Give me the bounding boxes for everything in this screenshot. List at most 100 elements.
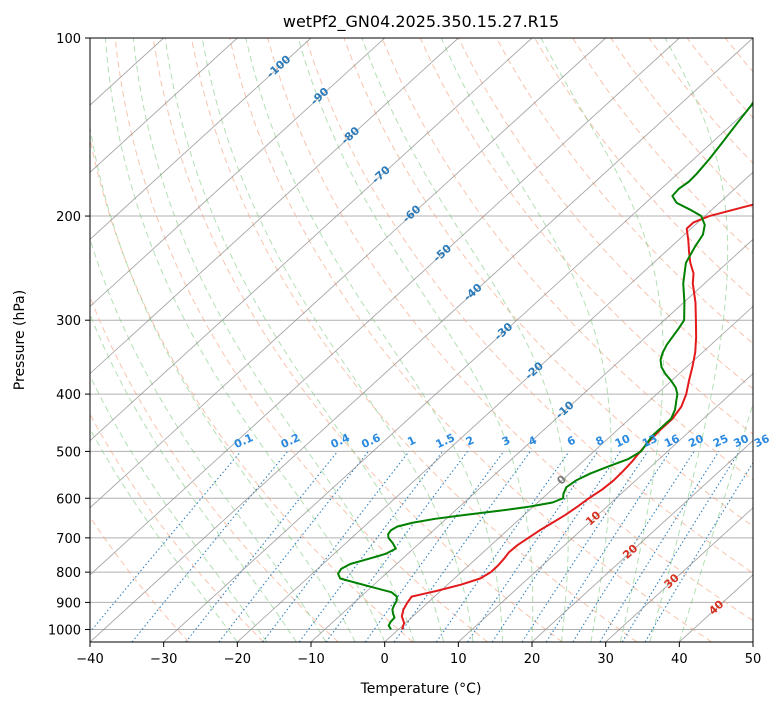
mixing-ratio-line (521, 451, 649, 642)
isotherm-line (163, 104, 753, 642)
mixing-ratio-label: 8 (594, 434, 606, 449)
isotherm-line (310, 238, 753, 642)
isotherm-line (90, 38, 312, 240)
moist-adiabat-line (440, 38, 612, 642)
mixing-ratio-line (435, 451, 570, 642)
axis-ticks: −40 −30 −20 −10 0 10 20 30 40 50 1000 900 800 700 600 5… (48, 32, 761, 667)
mixing-ratio-label: 3 (500, 434, 512, 449)
mixing-ratio-line (325, 451, 468, 642)
x-tick-label: 10 (450, 652, 467, 667)
dry-adiabat-line (229, 38, 713, 642)
y-tick-label: 500 (56, 445, 81, 460)
moist-adiabat-line (164, 38, 445, 642)
dry-adiabat-line (267, 38, 753, 622)
dry-adiabat-line (90, 295, 339, 642)
line-labels: 0.1 0.2 0.4 0.6 1 1.5 2 3 4 6 8 10 13 16 20 25 30 36-100-… (232, 52, 772, 617)
moist-adiabat-line (90, 313, 297, 642)
background-grid (90, 38, 775, 642)
dry-adiabat-line (190, 38, 638, 642)
dry-adiabat-line (90, 135, 414, 642)
mixing-ratio-line (90, 451, 242, 633)
mixing-ratio-label: 30 (731, 432, 751, 450)
x-tick-label: −20 (224, 652, 251, 667)
x-tick-label: 0 (381, 652, 389, 667)
isotherm-line (90, 38, 680, 576)
dewpoint-profile-line (337, 100, 753, 630)
moist-adiabat-line (245, 38, 504, 642)
y-tick-label: 800 (56, 566, 81, 581)
dry-adiabat-line (343, 38, 753, 527)
temperature-profile-line (400, 203, 753, 630)
y-axis-title: Pressure (hPa) (12, 290, 28, 390)
moist-adiabat-line (90, 124, 356, 642)
mixing-ratio-label: 2 (464, 434, 476, 449)
x-tick-label: 20 (524, 652, 541, 667)
mixing-ratio-label: 0.1 (232, 431, 255, 451)
dry-adiabat-line (457, 38, 753, 390)
mixing-ratio-label: 20 (686, 432, 706, 450)
mixing-ratio-label: 16 (662, 432, 682, 450)
isotherm-line (752, 641, 753, 642)
isotherm-label: -100 (264, 52, 293, 80)
isotherm-line (458, 372, 753, 642)
mixing-ratio-label: 0.4 (329, 431, 352, 451)
moist-adiabat-line (90, 237, 327, 642)
x-tick-label: 50 (745, 652, 762, 667)
moist-adiabat-line (104, 38, 386, 642)
moist-adiabat-line (201, 38, 474, 642)
moist-adiabat-line (90, 427, 238, 642)
y-tick-label: 1000 (48, 623, 81, 638)
dry-adiabat-line (90, 413, 264, 642)
mixing-ratio-label: 25 (711, 432, 730, 450)
isotherm-line (531, 440, 753, 642)
plot-frame (89, 37, 754, 643)
mixing-ratio-line (545, 451, 671, 642)
x-tick-label: 30 (597, 652, 614, 667)
y-tick-label: 400 (56, 388, 81, 403)
x-tick-label: −40 (76, 652, 103, 667)
dry-adiabat-line (648, 38, 753, 164)
dry-adiabat-line (381, 38, 753, 481)
dry-adiabat-line (114, 38, 488, 642)
mixing-ratio-line (262, 451, 410, 642)
mixing-ratio-label: 10 (613, 432, 633, 450)
isotherm-line (90, 38, 753, 642)
mixing-ratio-label: 36 (752, 432, 772, 450)
isotherm-line (384, 305, 753, 642)
dry-adiabat-line (152, 38, 563, 642)
y-tick-label: 700 (56, 532, 81, 547)
isotherm-line (237, 171, 753, 642)
mixing-ratio-line (621, 451, 740, 642)
isotherm-line (605, 507, 753, 642)
x-tick-label: 40 (671, 652, 688, 667)
mixing-ratio-label: 0.2 (279, 431, 302, 451)
y-tick-label: 200 (56, 210, 81, 225)
dry-adiabat-line (763, 38, 775, 642)
y-tick-label: 100 (56, 32, 81, 47)
isotherm-line (90, 38, 385, 308)
mixing-ratio-label: 6 (565, 433, 578, 448)
mixing-ratio-line (599, 451, 720, 642)
chart-title: wetPf2_GN04.2025.350.15.27.R15 (283, 12, 559, 32)
x-tick-label: −30 (150, 652, 177, 667)
moist-adiabat-line (649, 38, 729, 642)
moist-adiabat-line (297, 38, 534, 642)
y-tick-label: 600 (56, 492, 81, 507)
dry-adiabat-line (686, 38, 753, 119)
mixing-ratio-line (467, 451, 599, 642)
mixing-ratio-label: 1.5 (434, 431, 457, 451)
isotherm-line (90, 38, 238, 173)
dry-adiabat-line (305, 38, 753, 574)
mixing-ratio-line (491, 451, 621, 642)
mixing-ratio-line (218, 451, 369, 642)
isotherm-line (90, 38, 459, 375)
moist-adiabat-line (678, 401, 753, 642)
x-axis-title: Temperature (°C) (360, 681, 482, 697)
mixing-ratio-line (298, 451, 444, 642)
y-tick-label: 900 (56, 596, 81, 611)
isotherm-line (90, 38, 533, 442)
mixing-ratio-label: 13 (640, 432, 659, 450)
x-tick-label: −10 (297, 652, 324, 667)
isotherm-line (90, 38, 606, 509)
